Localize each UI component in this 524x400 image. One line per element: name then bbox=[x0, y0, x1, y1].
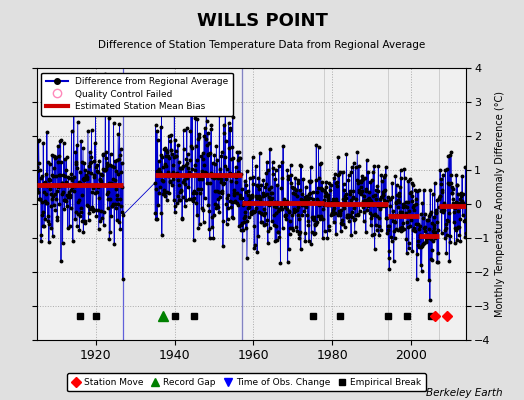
Text: WILLS POINT: WILLS POINT bbox=[196, 12, 328, 30]
Text: Berkeley Earth: Berkeley Earth bbox=[427, 388, 503, 398]
Legend: Station Move, Record Gap, Time of Obs. Change, Empirical Break: Station Move, Record Gap, Time of Obs. C… bbox=[67, 374, 425, 392]
Text: Difference of Station Temperature Data from Regional Average: Difference of Station Temperature Data f… bbox=[99, 40, 425, 50]
Legend: Difference from Regional Average, Quality Control Failed, Estimated Station Mean: Difference from Regional Average, Qualit… bbox=[41, 72, 233, 116]
Y-axis label: Monthly Temperature Anomaly Difference (°C): Monthly Temperature Anomaly Difference (… bbox=[495, 91, 505, 317]
